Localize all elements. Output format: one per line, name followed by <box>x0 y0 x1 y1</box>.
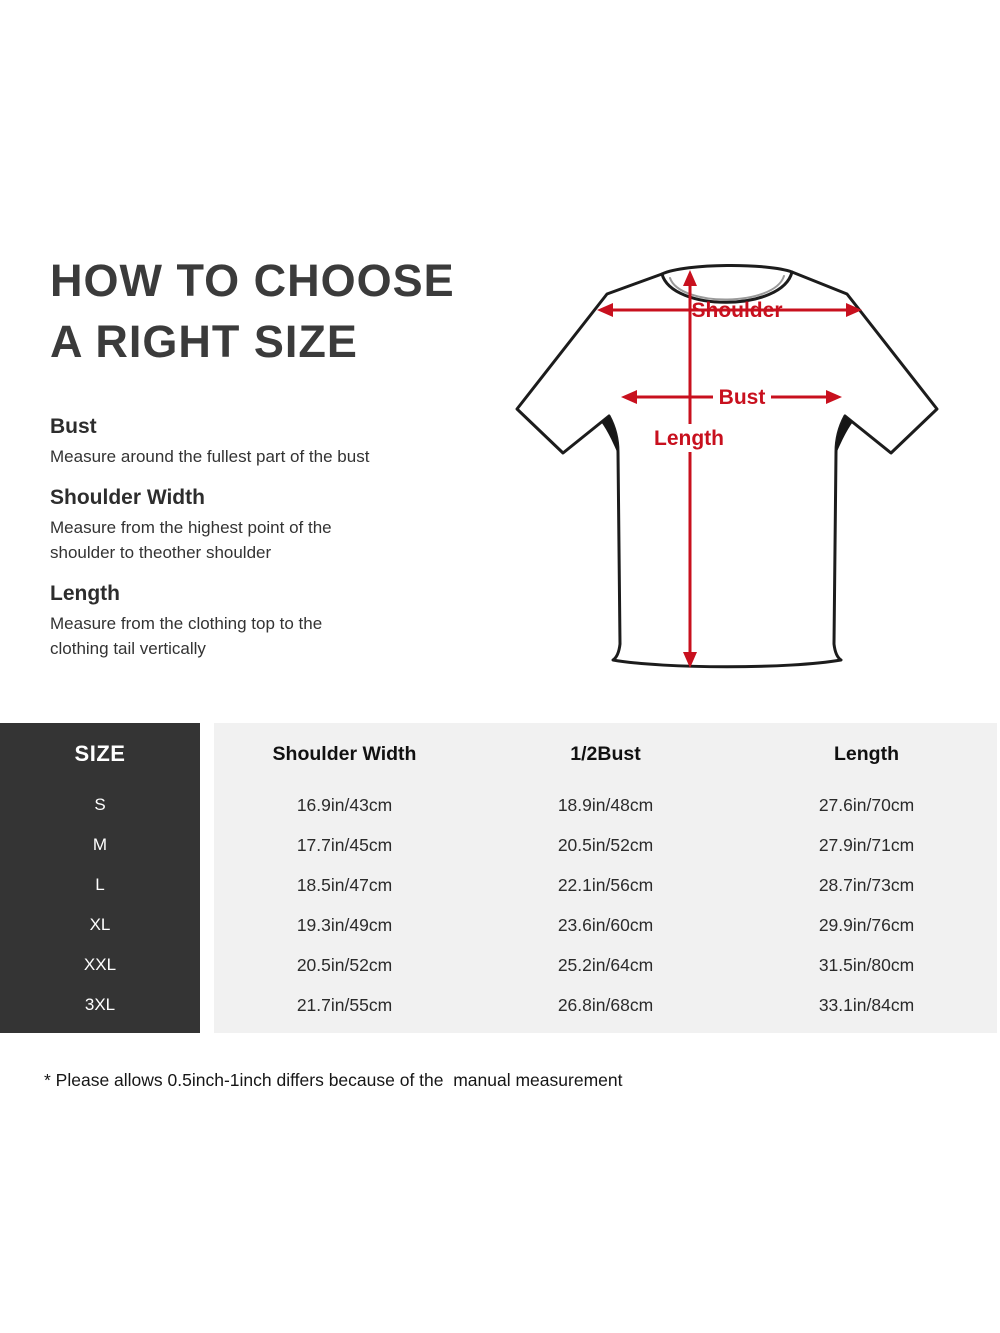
tshirt-diagram: Shoulder Bust Length <box>515 264 939 669</box>
table-cell: 17.7in/45cm <box>296 834 393 855</box>
guide-text-shoulder-line2: shoulder to theother shoulder <box>50 543 272 562</box>
measurement-disclaimer: * Please allows 0.5inch-1inch differs be… <box>44 1070 623 1090</box>
size-label-xxl: XXL <box>83 955 117 974</box>
size-label-3xl: 3XL <box>84 995 116 1014</box>
table-cell: 18.9in/48cm <box>557 794 654 815</box>
size-column: SIZE S M L XL XXL 3XL <box>0 723 200 1033</box>
table-cell: 29.9in/76cm <box>818 914 915 935</box>
guide-text-shoulder-line1: Measure from the highest point of the <box>50 518 332 537</box>
guide-text-length-line2: clothing tail vertically <box>50 639 206 658</box>
collar-opening <box>660 270 794 304</box>
table-cell: 31.5in/80cm <box>818 954 915 975</box>
table-measurements: Shoulder Width 1/2Bust Length 16.9in/43c… <box>214 723 997 1033</box>
bust-arrow-label: Bust <box>719 386 766 409</box>
shoulder-arrow-label: Shoulder <box>691 299 782 322</box>
table-cell: 16.9in/43cm <box>296 794 393 815</box>
table-cell: 20.5in/52cm <box>296 954 393 975</box>
length-label-bg <box>658 424 722 452</box>
guide-section-shoulder: Shoulder Width Measure from the highest … <box>50 485 510 565</box>
table-cell: 28.7in/73cm <box>818 874 915 895</box>
guide-section-length: Length Measure from the clothing top to … <box>50 581 510 661</box>
table-cell: 21.7in/55cm <box>296 994 393 1015</box>
tshirt-body-outline <box>515 264 939 669</box>
size-label-s: S <box>94 795 106 814</box>
column-header-bust: 1/2Bust <box>570 742 641 765</box>
size-label-m: M <box>92 835 108 854</box>
length-arrow <box>683 270 697 668</box>
guide-heading-bust: Bust <box>50 415 97 438</box>
guide-text-length-line1: Measure from the clothing top to the <box>50 614 323 633</box>
guide-text-shoulder: Measure from the highest point of the sh… <box>50 515 510 565</box>
table-cell: 27.9in/71cm <box>818 834 915 855</box>
guide-section-bust: Bust Measure around the fullest part of … <box>50 414 510 469</box>
table-cell: 33.1in/84cm <box>818 994 915 1015</box>
table-cell: 19.3in/49cm <box>296 914 393 935</box>
length-arrow-label: Length <box>654 427 724 450</box>
table-cell: 18.5in/47cm <box>296 874 393 895</box>
table-cell: 26.8in/68cm <box>557 994 654 1015</box>
page-title-line1: HOW TO CHOOSE <box>50 255 455 306</box>
shoulder-arrow <box>597 303 862 317</box>
collar-band-line <box>669 275 785 301</box>
size-label-l: L <box>95 875 105 894</box>
table-cell: 23.6in/60cm <box>557 914 654 935</box>
column-header-length: Length <box>834 742 899 765</box>
guide-text-length: Measure from the clothing top to the clo… <box>50 611 510 661</box>
table-cell: 22.1in/56cm <box>557 874 654 895</box>
page-title-line2: A RIGHT SIZE <box>50 316 358 367</box>
page-title: HOW TO CHOOSE A RIGHT SIZE <box>50 250 455 372</box>
armpit-shadows <box>601 416 853 454</box>
table-cell: 25.2in/64cm <box>557 954 654 975</box>
size-label-xl: XL <box>89 915 111 934</box>
table-cell: 27.6in/70cm <box>818 794 915 815</box>
bust-label-bg <box>713 383 771 411</box>
size-column-header: SIZE <box>74 741 126 766</box>
measure-guide: Bust Measure around the fullest part of … <box>50 414 510 661</box>
table-divider <box>200 723 214 1033</box>
table-cell: 20.5in/52cm <box>557 834 654 855</box>
guide-text-bust: Measure around the fullest part of the b… <box>50 447 370 466</box>
column-header-shoulder: Shoulder Width <box>272 742 417 765</box>
guide-heading-shoulder: Shoulder Width <box>50 486 205 509</box>
guide-heading-length: Length <box>50 582 120 605</box>
size-table: SIZE S M L XL XXL 3XL Shoulder Width 1/2… <box>0 723 997 1033</box>
